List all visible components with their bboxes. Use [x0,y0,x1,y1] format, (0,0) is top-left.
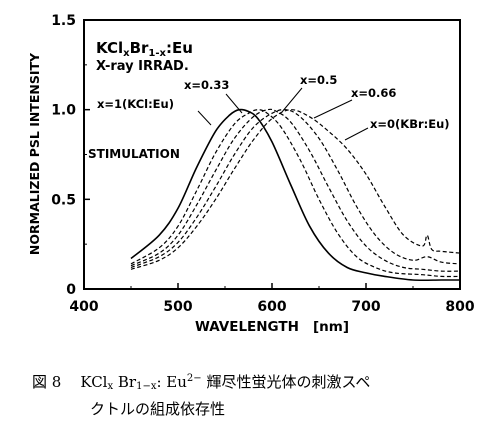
y-tick-label: 0.5 [51,192,76,208]
leader-line-x033 [225,93,243,114]
caption-text-1: 輝尽性蛍光体の刺激スペ [201,373,371,391]
y-tick-label: 1.5 [51,13,76,29]
leader-line-x05 [281,87,303,113]
series-line-4 [130,109,461,270]
psl-spectrum-chart: 400 500 600 700 800 00.51.01.5 KClxBr1-x:Eu … [27,13,475,335]
y-tick-label: 1.0 [51,103,76,119]
chart-title-line2: X-ray IRRAD. [96,59,189,74]
series-line-3 [130,108,461,269]
series-line-0 [130,108,460,282]
y-axis-label: NORMALIZED PSL INTENSITY [27,52,42,255]
series-label-x033: x=0.33 [184,78,229,92]
series-line-1 [130,109,461,278]
x-tick-label: 500 [163,299,192,315]
y-axis-ticks: 0 0.5 1.0 1.5 [51,13,90,298]
figure-number: 図 8 [32,373,62,391]
leader-line-x1 [197,110,212,126]
spectrum-curves [130,108,461,282]
caption-formula: KClx Br1−x: Eu2− [80,373,202,392]
x-tick-label: 700 [351,299,380,315]
caption-line2: クトルの組成依存性 [90,400,226,418]
figure-caption: 図 8 KClx Br1−x: Eu2− 輝尽性蛍光体の刺激スペ クトルの組成依… [32,367,492,421]
series-label-x066: x=0.66 [351,86,396,100]
series-line-2 [130,108,461,272]
x-axis-ticks: 400 500 600 700 800 [69,283,475,315]
series-labels: x=1(KCl:Eu) x=0.33 x=0.5 x=0.66 x=0(KBr:… [97,73,450,141]
caption-line1: 図 8 KClx Br1−x: Eu2− 輝尽性蛍光体の刺激スペ [32,367,492,398]
y-tick-label: 0 [66,282,76,298]
x-axis-label: WAVELENGTH [nm] [195,319,349,335]
x-tick-label: 600 [257,299,286,315]
x-tick-label: 400 [69,299,98,315]
leader-line-x0 [344,127,369,141]
series-label-x05: x=0.5 [300,73,337,87]
title-subscript-1-x: 1-x [148,48,166,59]
stimulation-annotation: STIMULATION [88,147,180,161]
leader-line-x066 [313,99,353,119]
series-label-x1: x=1(KCl:Eu) [97,97,174,111]
chart-title-line1: KClxBr1-x:Eu [96,39,193,59]
series-label-x0: x=0(KBr:Eu) [370,117,450,131]
x-tick-label: 800 [445,299,474,315]
title-subscript-x: x [123,48,130,59]
